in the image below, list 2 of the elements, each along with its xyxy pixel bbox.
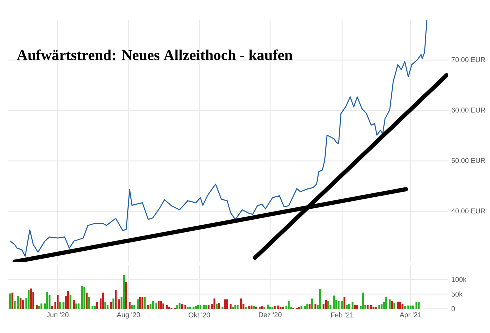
line-series bbox=[10, 20, 428, 257]
text: Aufwärtstrend: Neues Allzeithoch - kaufen bbox=[17, 50, 293, 60]
